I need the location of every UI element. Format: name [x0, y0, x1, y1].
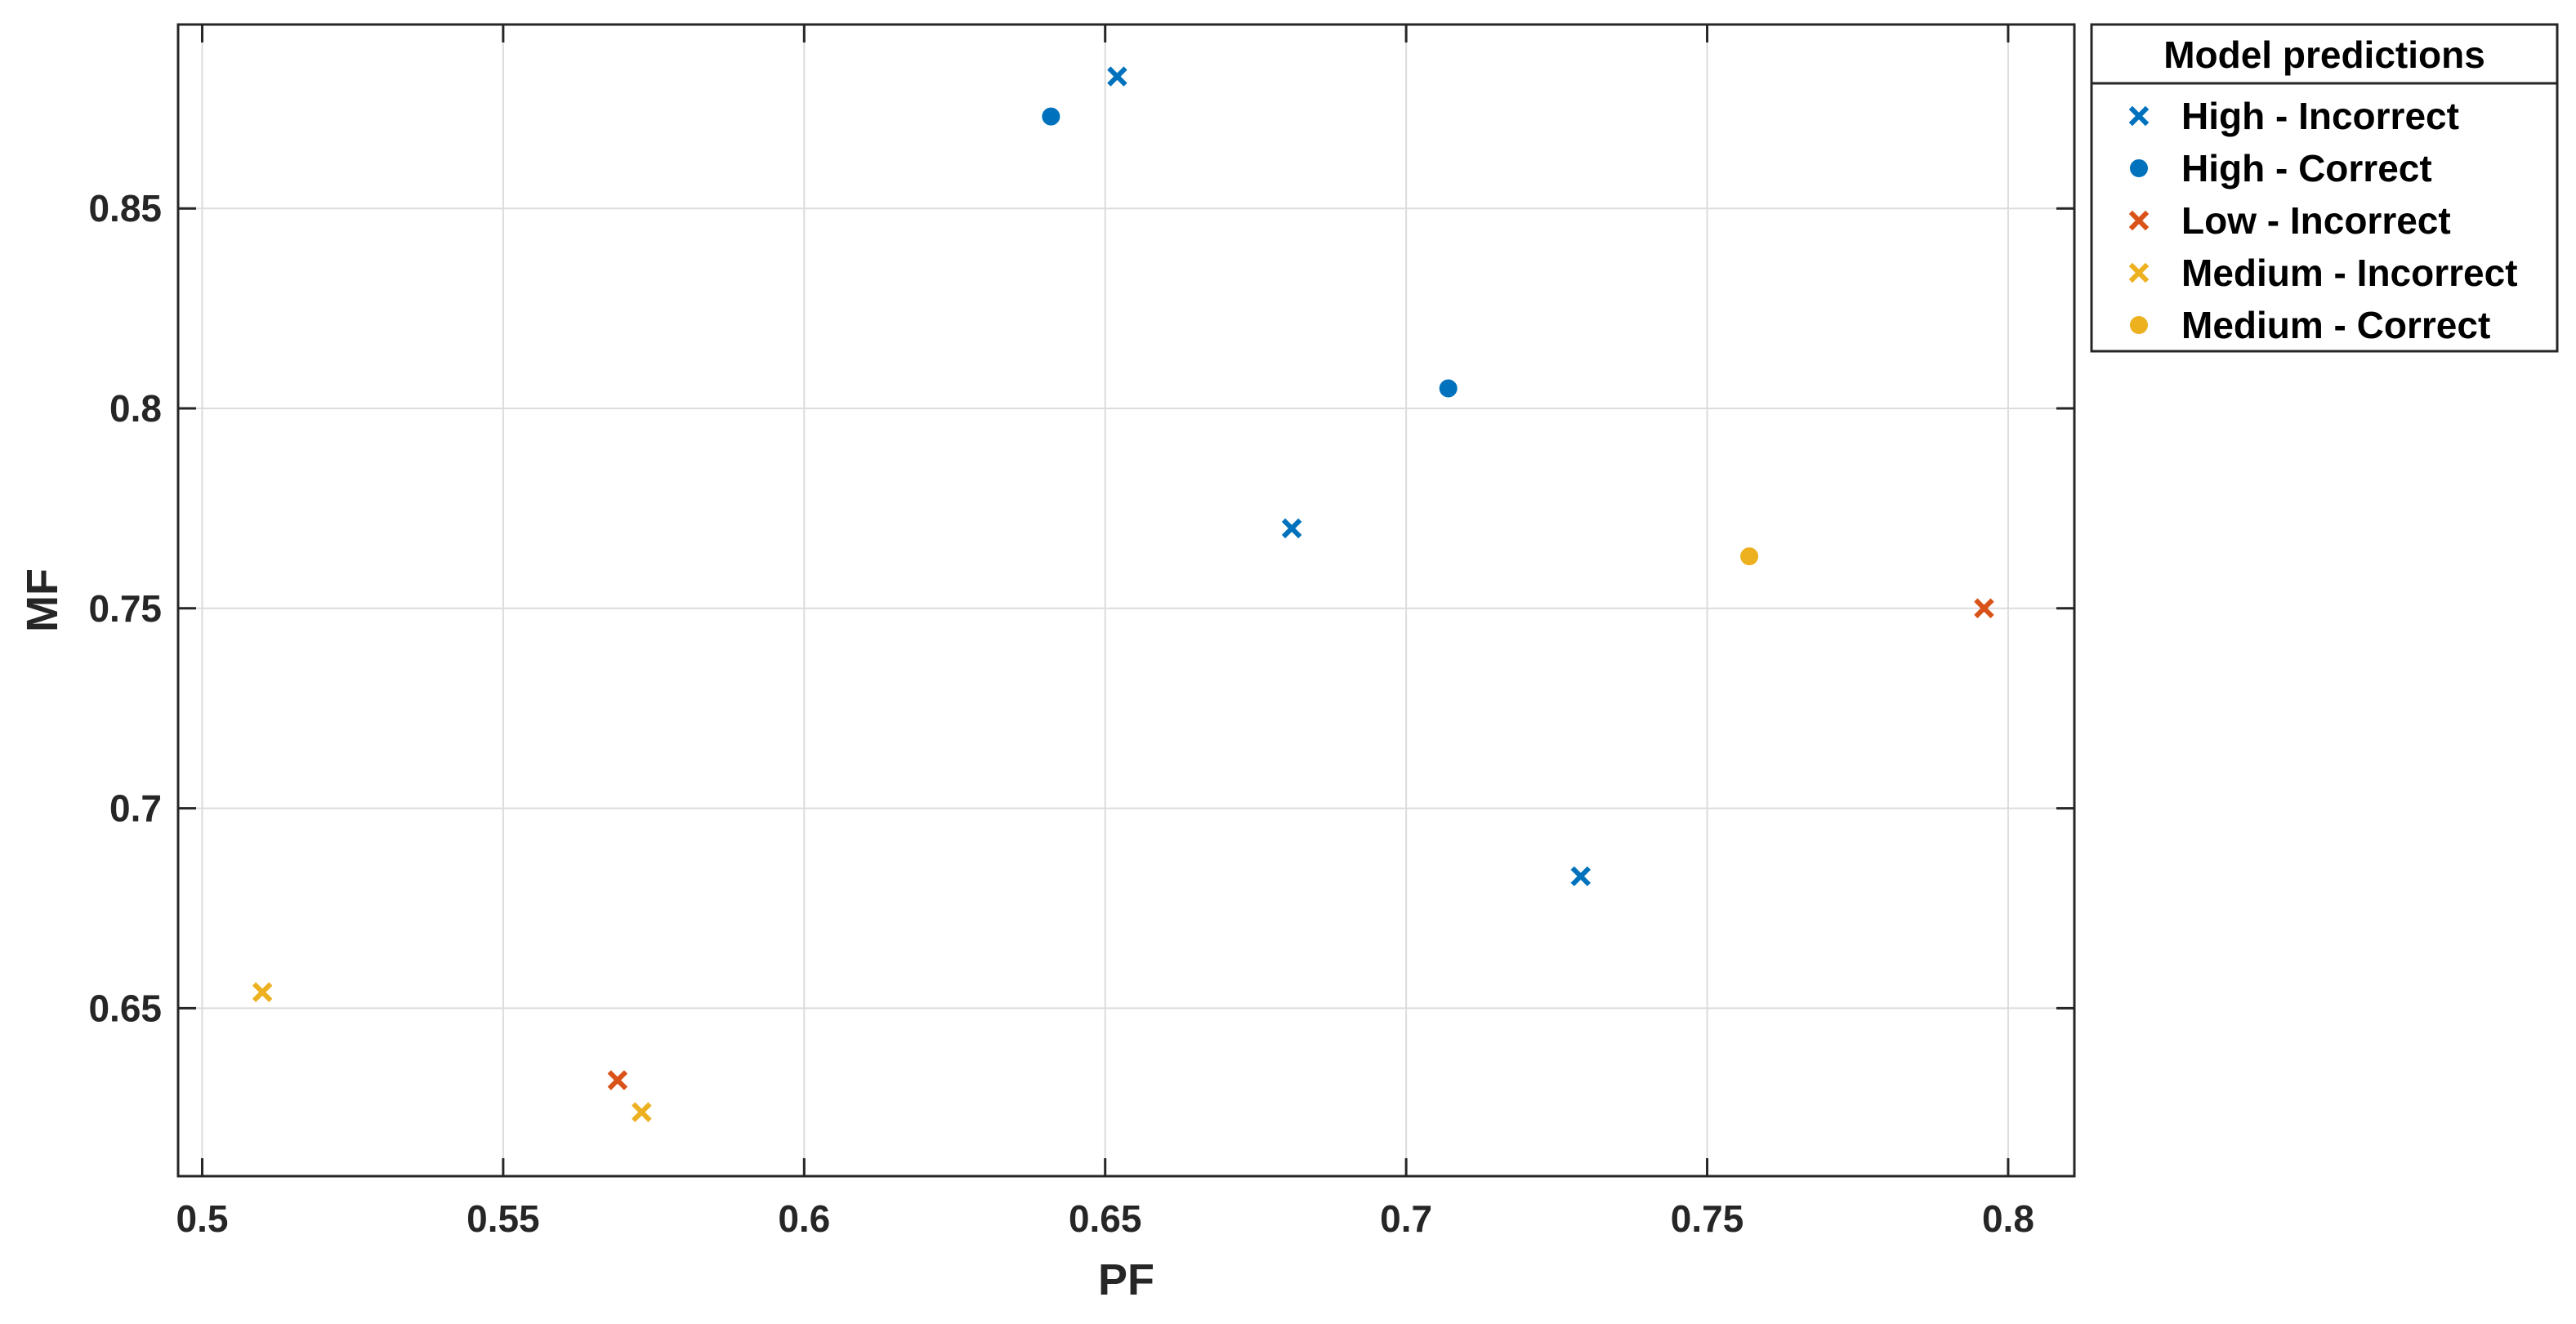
data-point-high-incorrect	[1281, 518, 1302, 539]
y-axis-label: MF	[18, 568, 67, 632]
legend-entry-label: Medium - Correct	[2181, 304, 2490, 346]
legend-marker-low-incorrect-stroke	[2128, 210, 2150, 231]
x-tick-label: 0.5	[176, 1197, 228, 1240]
data-point-low-incorrect	[607, 1070, 628, 1090]
data-point-high-incorrect	[1570, 866, 1592, 887]
data-point-medium-incorrect	[632, 1102, 652, 1122]
legend-title: Model predictions	[2163, 33, 2485, 76]
data-point-high-correct	[1439, 379, 1458, 398]
data-point-medium-correct	[1740, 547, 1759, 566]
x-tick-label: 0.75	[1671, 1197, 1744, 1240]
x-tick-label: 0.55	[467, 1197, 540, 1240]
legend-entry-label: Low - Incorrect	[2181, 199, 2451, 242]
x-tick-label: 0.8	[1982, 1197, 2034, 1240]
data-point-high-incorrect	[1107, 66, 1127, 87]
y-tick-label: 0.65	[88, 987, 162, 1029]
legend-marker-medium-incorrect-stroke	[2128, 262, 2150, 283]
legend-marker-high-incorrect-stroke	[2128, 105, 2150, 127]
x-tick-label: 0.7	[1380, 1197, 1432, 1240]
data-point-high-correct	[1042, 107, 1060, 126]
legend-entry-label: High - Incorrect	[2181, 95, 2459, 137]
y-tick-label: 0.7	[109, 787, 162, 830]
legend-marker-medium-incorrect	[2128, 262, 2150, 283]
legend-marker-medium-correct	[2130, 316, 2148, 334]
y-tick-label: 0.85	[88, 187, 162, 230]
data-point-high-incorrect-stroke	[1570, 866, 1592, 887]
data-points	[252, 66, 1994, 1122]
legend-entry-label: Medium - Incorrect	[2181, 252, 2518, 294]
data-point-medium-incorrect	[252, 982, 273, 1003]
x-tick-label: 0.6	[778, 1197, 830, 1240]
legend-box	[2090, 23, 2559, 353]
data-point-medium-incorrect-stroke	[252, 982, 273, 1003]
grid	[178, 25, 2074, 1176]
legend-entry-label: High - Correct	[2181, 147, 2432, 189]
axis-ticks: 0.5 0.55 0.6 0.65 0.7 0.75 0.8 0.65 0.7 0.75 0.8 0.…	[88, 25, 2074, 1240]
data-point-low-incorrect-stroke	[607, 1070, 628, 1090]
legend-marker-high-incorrect	[2128, 105, 2150, 127]
plot-area-frame	[176, 23, 2076, 1178]
legend-items: High - Incorrect High - Correct Low - Inco…	[2128, 95, 2518, 346]
x-axis-label: PF	[1098, 1255, 1154, 1304]
data-point-low-incorrect-stroke	[1974, 598, 1994, 619]
y-tick-label: 0.8	[109, 387, 162, 430]
y-tick-label: 0.75	[88, 587, 162, 630]
legend-marker-low-incorrect	[2128, 210, 2150, 231]
data-point-high-incorrect-stroke	[1107, 66, 1127, 87]
legend-marker-high-correct	[2130, 159, 2148, 177]
data-point-high-incorrect-stroke	[1281, 518, 1302, 539]
x-tick-label: 0.65	[1069, 1197, 1142, 1240]
data-point-medium-incorrect-stroke	[632, 1102, 652, 1122]
data-point-low-incorrect	[1974, 598, 1994, 619]
